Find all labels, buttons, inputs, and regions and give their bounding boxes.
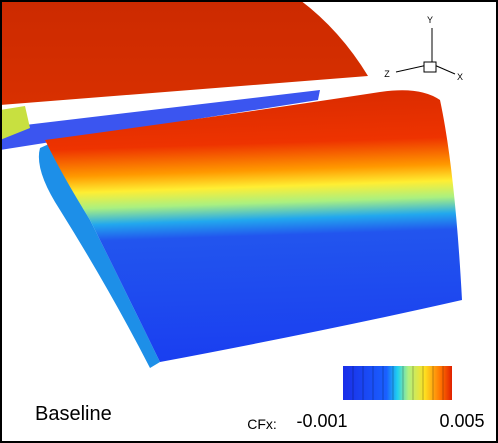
flap-surface	[45, 90, 462, 362]
triad-x-label: X	[457, 72, 463, 82]
slat-edge	[0, 90, 320, 150]
colorbar-max: 0.005	[439, 411, 484, 431]
triad-y-label: Y	[427, 15, 433, 25]
slat-edge-highlight	[0, 106, 30, 140]
flap-side	[38, 140, 160, 368]
colorbar-min: -0.001	[296, 411, 347, 431]
case-label: Baseline	[35, 403, 112, 425]
triad-cube	[423, 61, 437, 73]
colorbar	[343, 366, 452, 400]
colorbar-label: CFx:	[247, 416, 277, 432]
triad-z-label: Z	[384, 69, 390, 79]
axes-triad	[395, 28, 456, 75]
wing-surface	[0, 0, 368, 105]
colorbar-bands	[352, 366, 444, 400]
